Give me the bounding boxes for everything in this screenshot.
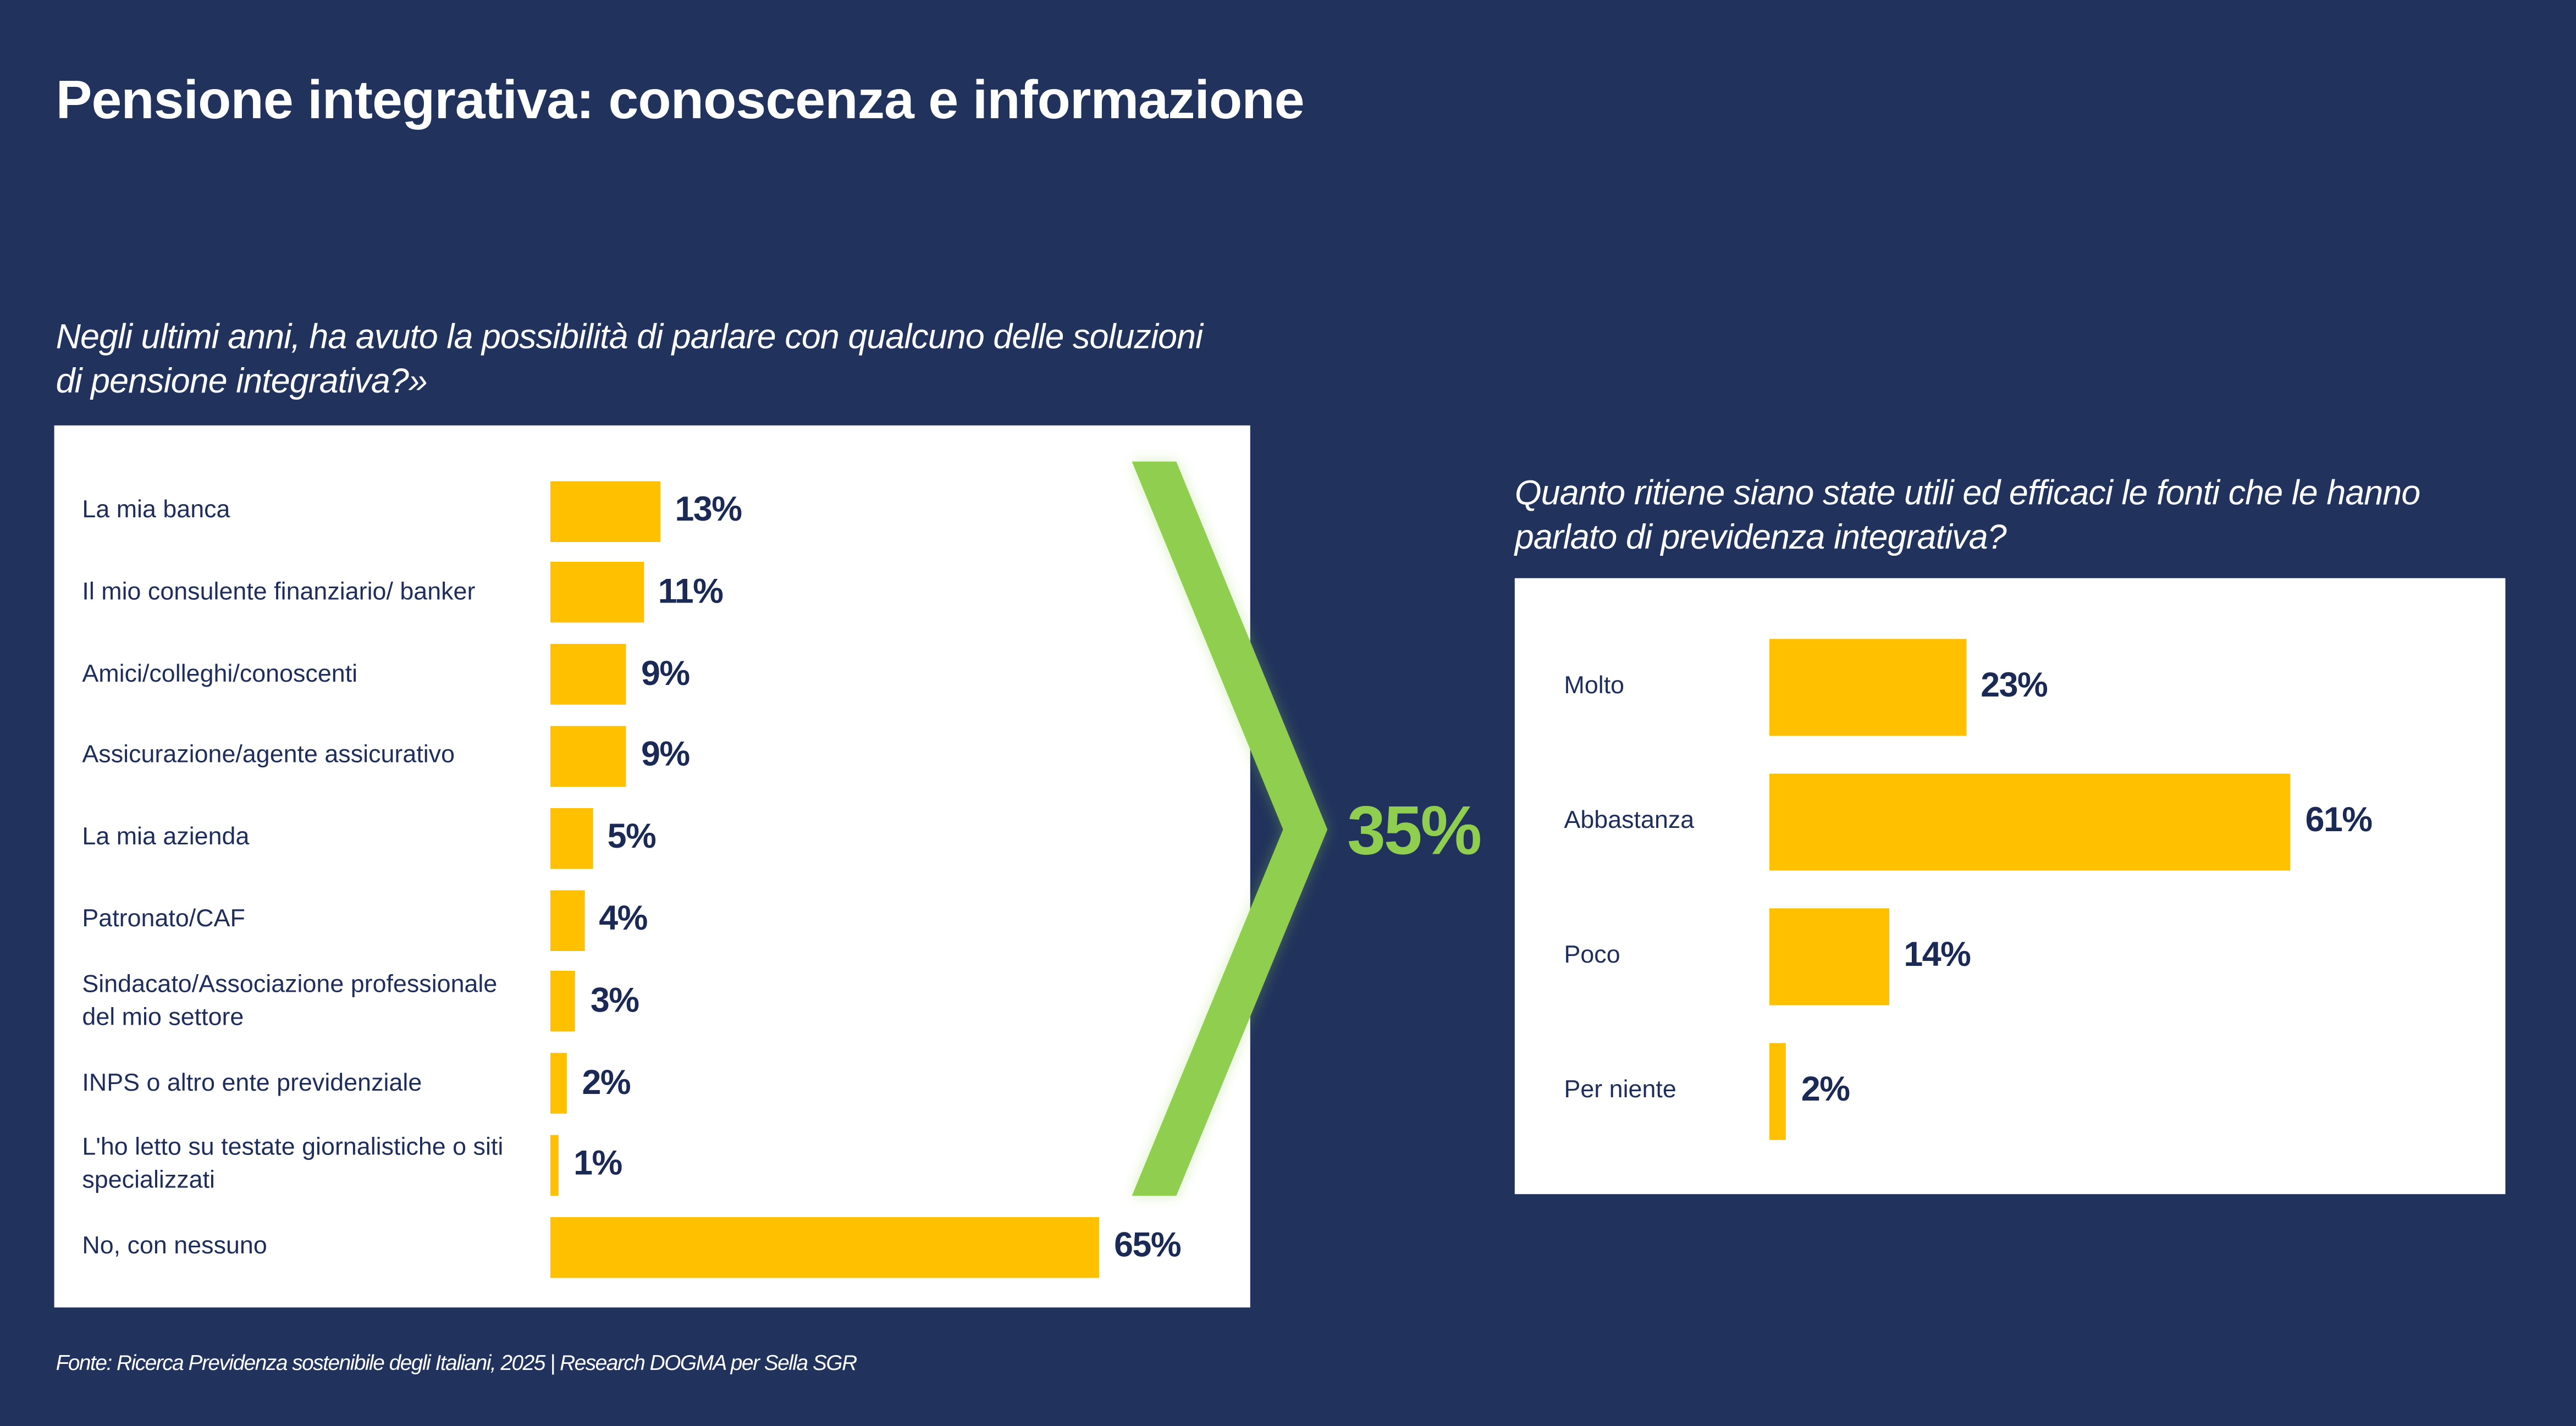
category-label: INPS o altro ente previdenziale <box>82 1068 422 1097</box>
bar <box>550 726 627 787</box>
category-label: Poco <box>1564 941 1620 969</box>
category-label: La mia azienda <box>82 823 250 852</box>
category-label: Assicurazione/agente assicurativo <box>82 741 455 770</box>
bar <box>550 971 576 1032</box>
value-label: 5% <box>607 818 657 856</box>
value-label: 61% <box>2305 802 2373 839</box>
page-title: Pensione integrativa: conoscenza e infor… <box>56 69 1305 130</box>
category-label: Per niente <box>1564 1076 1676 1104</box>
bar <box>1769 907 1889 1005</box>
value-label: 11% <box>658 573 724 611</box>
value-label: 23% <box>1981 667 2048 705</box>
bar <box>550 480 660 541</box>
bar <box>550 889 584 950</box>
right-question: Quanto ritiene siano state utili ed effi… <box>1514 474 2420 557</box>
value-label: 3% <box>590 982 639 1020</box>
value-label: 2% <box>582 1063 631 1102</box>
value-label: 13% <box>675 491 742 529</box>
left-question: Negli ultimi anni, ha avuto la possibili… <box>56 318 1203 401</box>
category-label: Amici/colleghi/conoscenti <box>82 659 358 688</box>
bar <box>550 808 593 869</box>
value-label: 14% <box>1904 936 1971 974</box>
value-label: 4% <box>599 900 648 938</box>
category-label: L'ho letto su testate giornalistiche o s… <box>82 1134 504 1195</box>
callout-value: 35% <box>1347 792 1482 869</box>
value-label: 65% <box>1114 1227 1182 1265</box>
category-label: Molto <box>1564 672 1625 700</box>
value-label: 9% <box>641 654 690 693</box>
category-label: Sindacato/Associazione professionale del… <box>82 970 498 1031</box>
right-chart-panel: Molto 23% Abbastanza 61% Poco 14% Per niente 2% <box>1514 578 2506 1195</box>
value-label: 2% <box>1801 1071 1850 1109</box>
bar <box>1769 772 2291 870</box>
left-chart-panel: La mia banca 13% Il mio consulente finanzi… <box>54 425 1250 1308</box>
bar <box>550 1053 567 1114</box>
category-label: No, con nessuno <box>82 1232 267 1261</box>
source-note: Fonte: Ricerca Previdenza sostenibile de… <box>56 1350 858 1375</box>
bar <box>1769 1042 1787 1140</box>
category-label: La mia banca <box>82 496 230 524</box>
category-label: Abbastanza <box>1564 806 1695 834</box>
value-label: 1% <box>573 1145 622 1184</box>
bar <box>1769 638 1966 736</box>
category-label: Il mio consulente finanziario/ banker <box>82 578 476 606</box>
value-label: 9% <box>641 736 690 775</box>
bar <box>550 644 627 705</box>
bar <box>550 562 643 623</box>
bar <box>550 1135 559 1196</box>
bar <box>550 1217 1100 1278</box>
category-label: Patronato/CAF <box>82 905 245 933</box>
